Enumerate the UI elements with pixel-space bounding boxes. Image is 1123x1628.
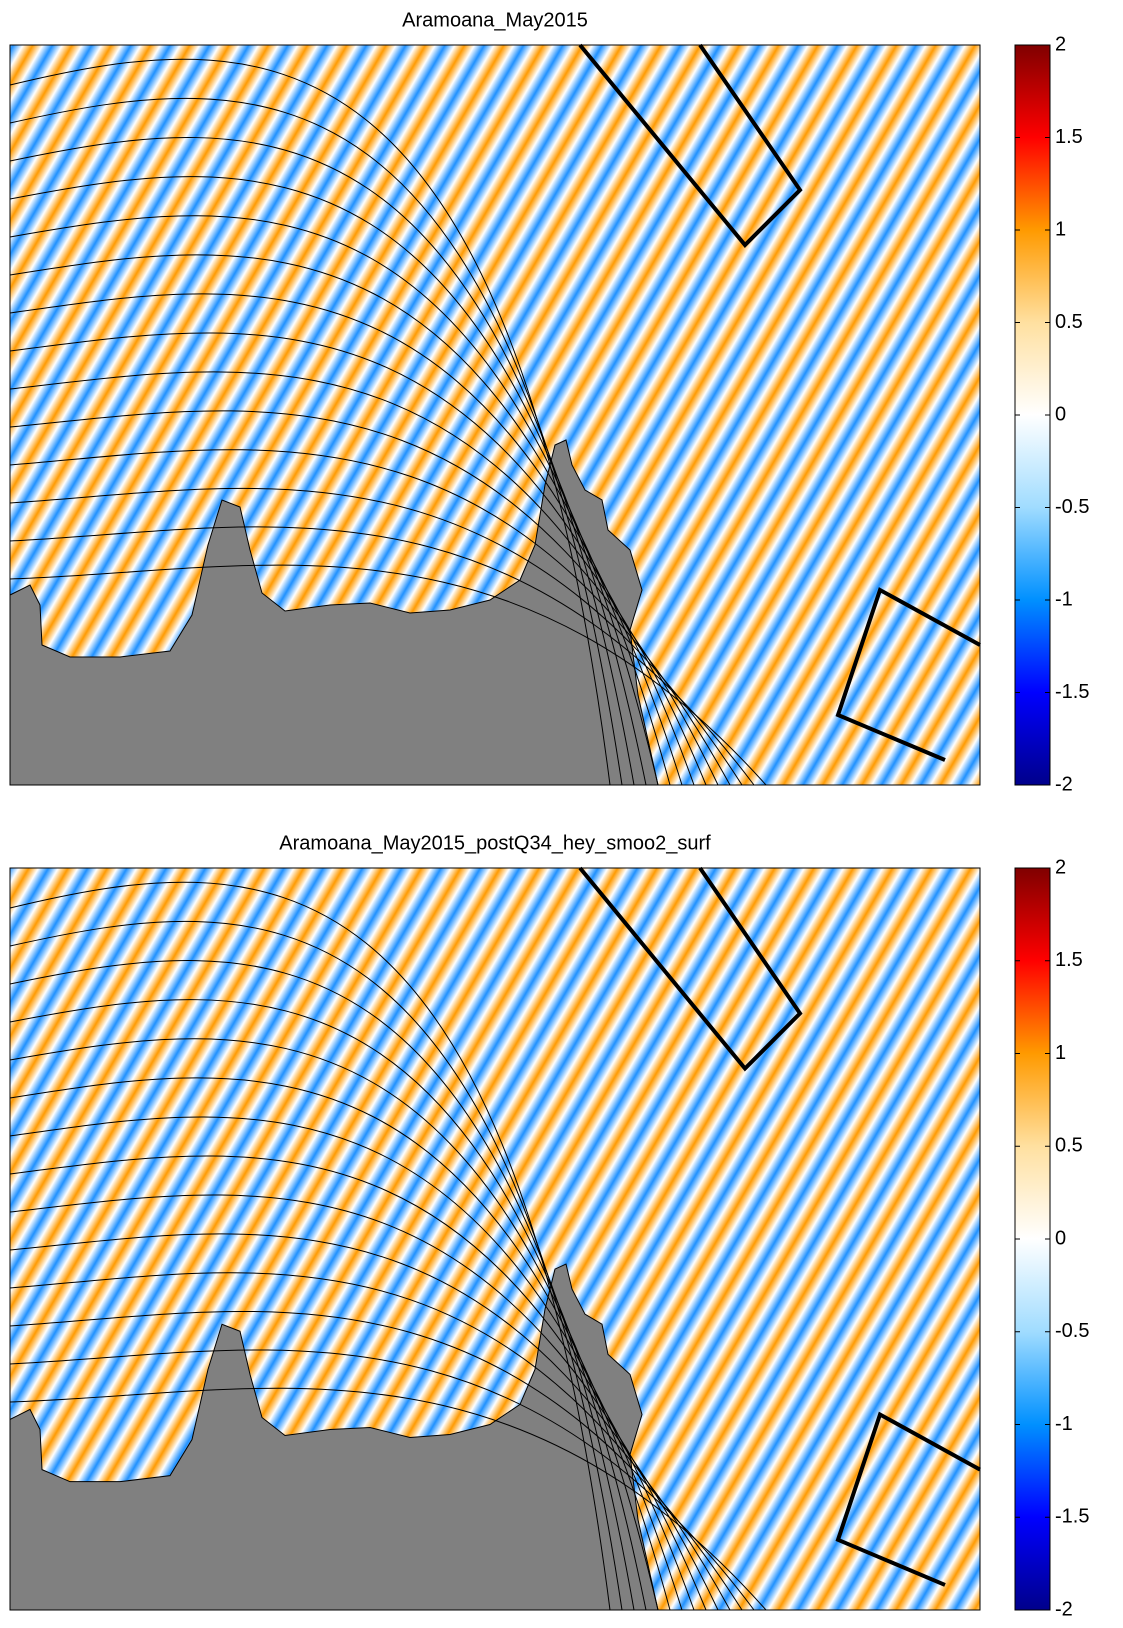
contour-line <box>9 1116 683 1611</box>
contour-line <box>9 1272 731 1611</box>
contour-line <box>9 487 743 786</box>
contour-line <box>9 1349 755 1611</box>
contours <box>9 58 767 786</box>
contour-line <box>9 97 623 786</box>
land <box>9 1263 659 1611</box>
colorbar <box>1014 867 1051 1611</box>
contour-line <box>9 1194 707 1611</box>
colorbar-tick-label: -0.5 <box>1055 496 1089 518</box>
contour-line <box>9 176 647 786</box>
chart-title: Aramoana_May2015 <box>402 9 588 31</box>
contour-line <box>9 58 611 786</box>
contour-line <box>9 293 683 786</box>
colorbar-tick-label: 2 <box>1055 856 1066 878</box>
colorbar-tick-label: 2 <box>1055 33 1066 55</box>
colorbar-tick-label: 0.5 <box>1055 1135 1083 1157</box>
contours <box>9 881 767 1611</box>
contour-line <box>9 449 731 786</box>
region-box <box>578 43 803 248</box>
colorbar-tick-label: 0 <box>1055 1227 1066 1249</box>
colorbar-tick-label: -0.5 <box>1055 1320 1089 1342</box>
contour-line <box>9 332 695 786</box>
colorbar-tick-label: -1.5 <box>1055 681 1089 703</box>
colorbar <box>1014 44 1051 786</box>
region-box <box>835 587 981 762</box>
contour-line <box>9 526 755 786</box>
contour-line <box>9 1155 695 1611</box>
contour-line <box>9 564 767 786</box>
colorbar-tick-label: 1.5 <box>1055 126 1083 148</box>
colorbar-tick-label: -1 <box>1055 588 1073 610</box>
region-box <box>578 866 803 1072</box>
region-box <box>835 1411 981 1587</box>
contour-line <box>9 1311 743 1611</box>
colorbar-tick-label: -2 <box>1055 1598 1073 1620</box>
contour-line <box>9 999 647 1611</box>
colorbar-tick-label: -2 <box>1055 773 1073 795</box>
contour-line <box>9 410 719 786</box>
contour-line <box>9 1233 719 1611</box>
colorbar-tick-label: 1.5 <box>1055 949 1083 971</box>
contour-line <box>9 920 623 1611</box>
colorbar-tick-label: 0.5 <box>1055 311 1083 333</box>
contour-line <box>9 960 635 1611</box>
colorbar-tick-label: -1 <box>1055 1413 1073 1435</box>
contour-line <box>9 881 611 1611</box>
plot-frame <box>9 44 981 786</box>
colorbar-tick-label: -1.5 <box>1055 1506 1089 1528</box>
colorbar-tick-label: 1 <box>1055 1042 1066 1064</box>
chart-title: Aramoana_May2015_postQ34_hey_smoo2_surf <box>279 832 711 854</box>
land <box>9 439 659 786</box>
plot-frame <box>9 867 981 1611</box>
colorbar-tick-label: 1 <box>1055 218 1066 240</box>
contour-line <box>9 1387 767 1611</box>
contour-line <box>9 371 707 786</box>
contour-line <box>9 137 635 786</box>
colorbar-tick-label: 0 <box>1055 403 1066 425</box>
